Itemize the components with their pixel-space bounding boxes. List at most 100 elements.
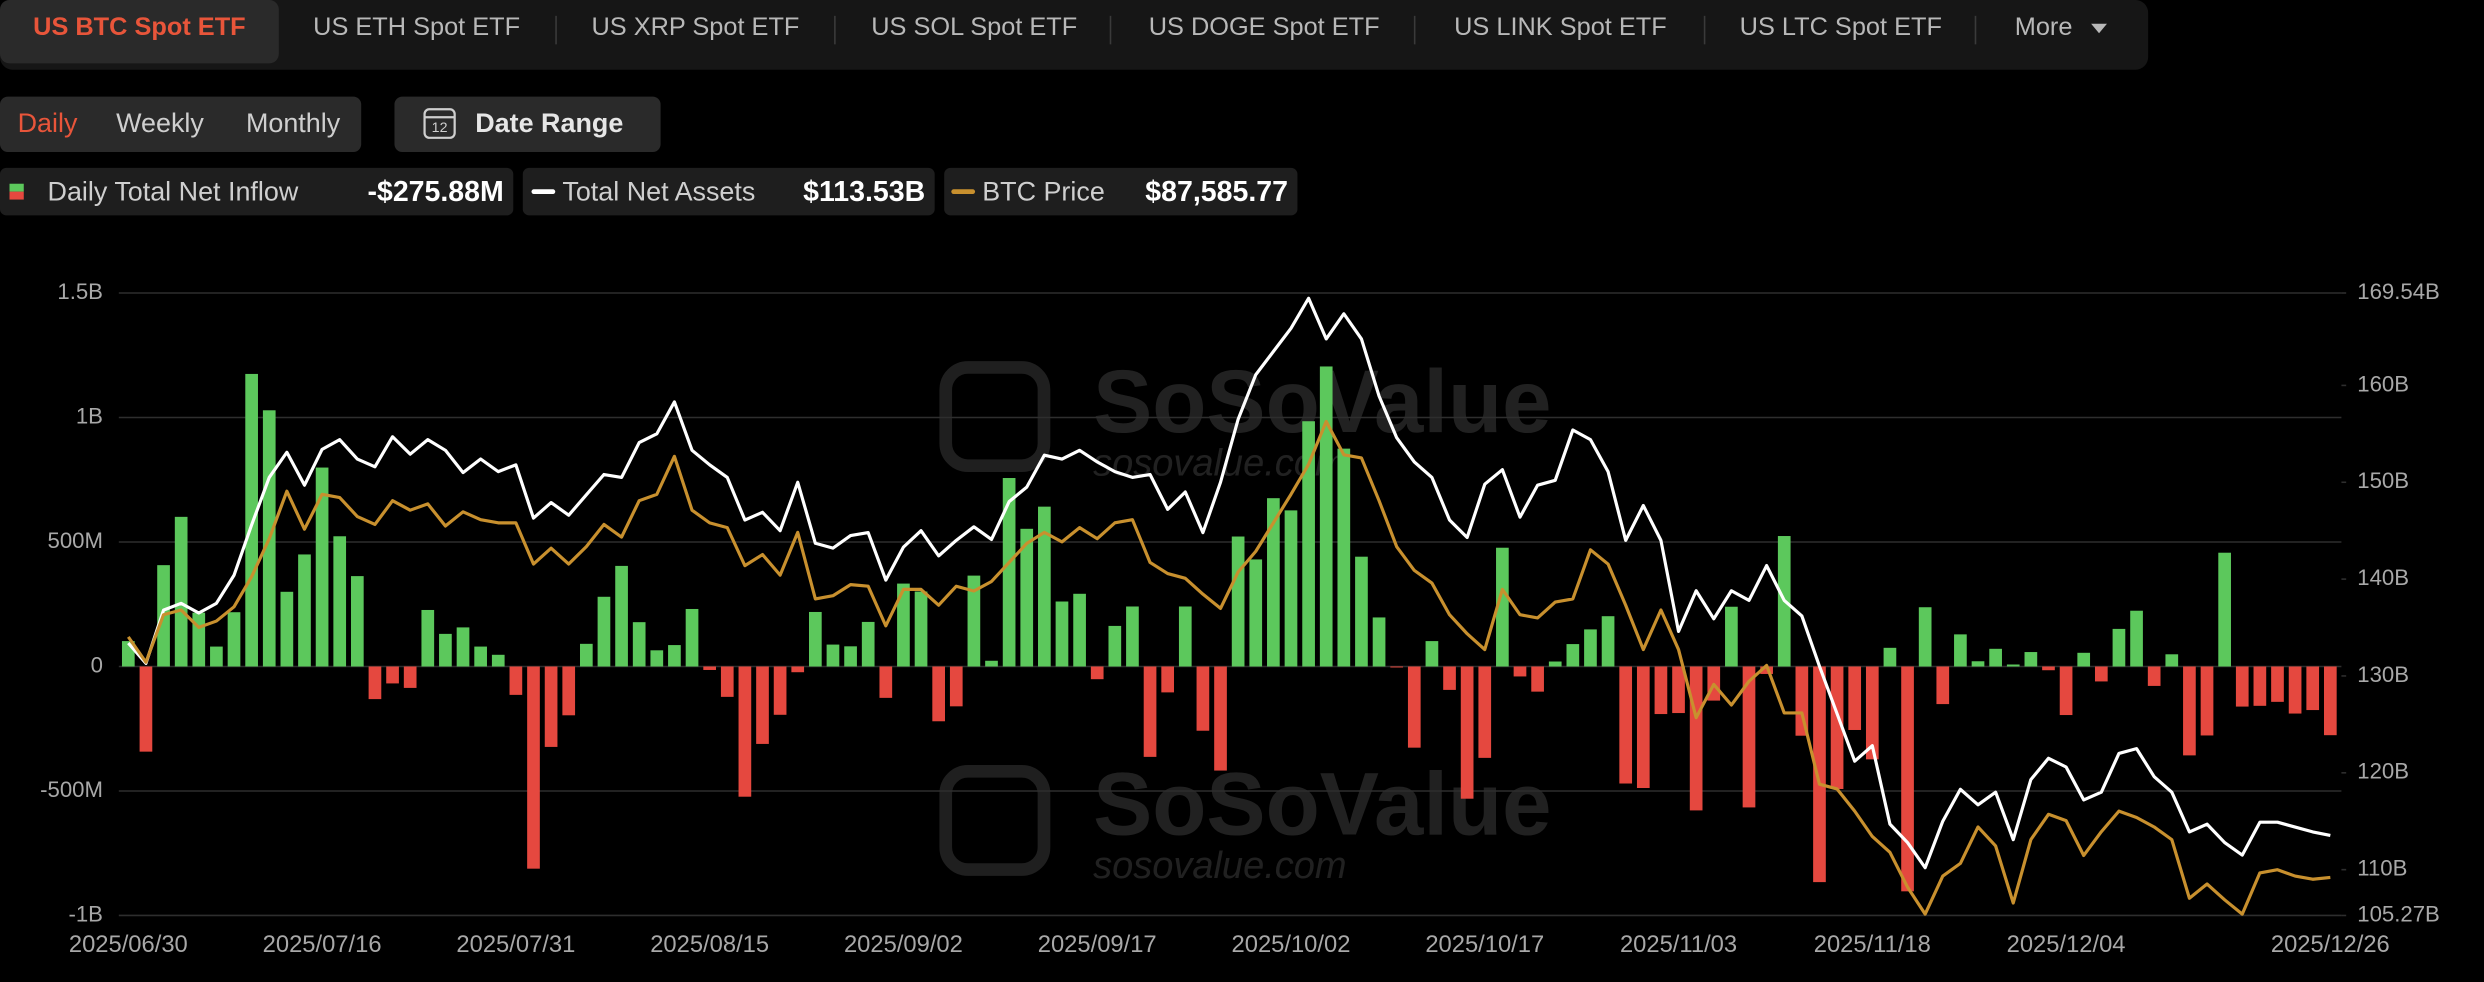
bar [527,666,540,869]
bar [421,609,435,667]
y-tick-label: -500M [40,777,103,802]
bar [1918,607,1932,667]
y2-tick-label: 169.54B [2357,279,2440,304]
bar [932,666,946,722]
bar [967,575,981,667]
line [127,419,2331,916]
x-tick-label: 2025/06/30 [69,931,188,958]
bar [1002,478,1016,667]
period-option[interactable]: Weekly [116,108,204,138]
bar [1936,666,1950,705]
bar [315,467,329,667]
periods: Daily Weekly Monthly [18,108,341,138]
date-range-label[interactable]: Date Range [475,108,623,138]
bar [350,576,364,667]
bar [1513,666,1527,677]
bar [2183,666,2196,756]
bar [1795,666,1809,736]
bar [2112,628,2126,667]
period-option[interactable]: Daily [18,108,78,138]
bar [2042,666,2055,671]
bar [1231,536,1245,667]
active-tab-bg [0,0,279,64]
bar [1372,617,1386,667]
bar [1038,506,1051,667]
bar [544,666,558,747]
y2-tick-label: 150B [2357,468,2409,493]
bar [1073,593,1086,667]
bar [439,633,452,667]
x-tick-label: 2025/07/16 [263,931,382,958]
bar [826,644,840,667]
tab[interactable]: US SOL Spot ETF [871,13,1077,41]
bar [773,666,787,715]
bar [1020,528,1034,667]
bar [1143,666,1157,757]
bar [1496,547,1509,667]
bar [1055,601,1069,667]
bar [1742,666,1756,808]
x-tick-label: 2025/09/17 [1038,931,1157,958]
legend-label: BTC Price [982,176,1105,206]
bar [1108,625,1122,667]
calendar-icon [423,108,456,139]
watermark-logo [939,765,1051,876]
bar [1830,666,1844,789]
bar [844,646,857,667]
period-group [0,96,362,153]
tab[interactable]: US LINK Spot ETF [1454,13,1667,41]
bar [1654,666,1668,715]
y-tick-label: 1B [76,403,103,428]
y2-tick-label: 160B [2357,371,2409,396]
bar [2253,666,2267,706]
bar [2077,652,2091,667]
bar [2235,666,2249,707]
bar [861,621,875,667]
bar [1813,666,1826,883]
bar [914,591,928,667]
bar [2306,666,2320,711]
tab[interactable]: US BTC Spot ETF [33,13,245,41]
bar [1566,644,1580,667]
bar [2006,664,2020,667]
date-range-button[interactable] [394,96,661,153]
bar [2323,666,2337,736]
bar [368,666,382,700]
bar [1337,448,1351,667]
bar [949,666,963,707]
period-option[interactable]: Monthly [246,108,341,138]
x-tick-label: 2025/07/31 [456,931,575,958]
line [127,296,2331,870]
bar [1443,666,1456,690]
tab[interactable]: US XRP Spot ETF [592,13,800,41]
tab[interactable]: US DOGE Spot ETF [1149,13,1380,41]
bar [1249,559,1263,667]
bar [1954,634,1967,667]
bar [562,666,576,716]
bar [1865,666,1879,760]
y-tick-label: 1.5B [57,279,103,304]
bar [2288,666,2302,714]
bar [474,646,487,667]
tab[interactable]: US ETH Spot ETF [313,13,520,41]
bar [1760,666,1773,674]
bar [2130,610,2143,667]
more-tab[interactable]: More [2015,13,2073,41]
bar [1425,641,1439,667]
watermark-url: sosovalue.com [1093,845,1346,887]
legend-label: Total Net Assets [562,176,755,206]
bar [491,654,505,667]
y-tick-label: 0 [91,652,103,677]
bar [1302,421,1315,667]
y2-tick-label: 120B [2357,759,2409,784]
tabs: US BTC Spot ETF US ETH Spot ETF US XRP Spo… [33,13,1977,45]
bar [879,666,893,698]
tab[interactable]: US LTC Spot ETF [1740,13,1942,41]
watermark-logo [939,361,1051,472]
bar [298,554,311,667]
bar [615,565,628,667]
bar [2218,552,2231,667]
x-tick-label: 2025/11/03 [1620,931,1737,958]
bar [756,666,769,744]
